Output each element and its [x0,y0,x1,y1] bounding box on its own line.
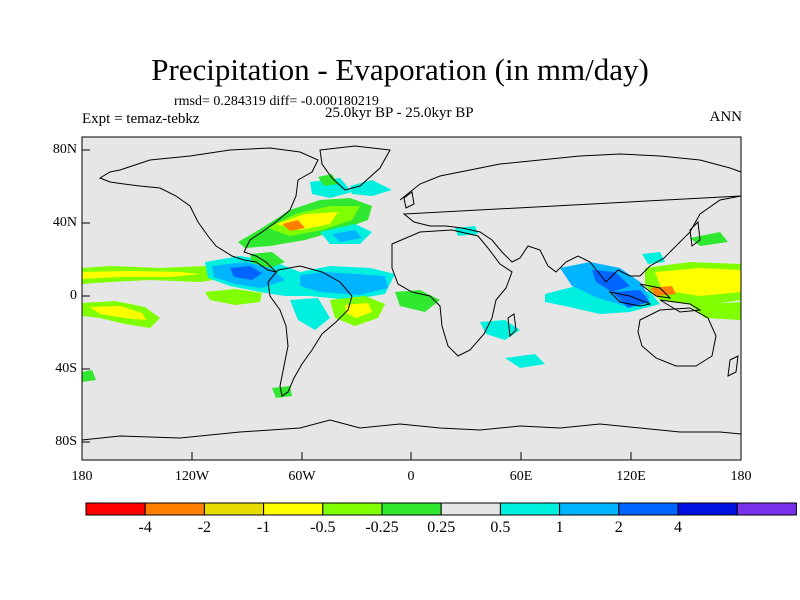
anomaly-atlantic-south-yellow [345,303,372,318]
anomaly-fields [82,174,741,398]
colorbar-swatch [440,502,501,516]
coast-africa [391,229,513,357]
plot-title: Precipitation - Evaporation (in mm/day) [151,52,649,87]
colorbar-label: -0.5 [310,519,336,536]
anomaly-north-pacific-green [690,232,728,246]
anomaly-india-deep [592,270,630,292]
anomaly-mediterranean-cyan [455,226,478,236]
colorbar-swatch [144,502,205,516]
anomaly-subpolar-cyan [350,180,392,196]
coast-new-zealand [727,355,739,377]
anomaly-eastern-pacific-deep [230,266,262,280]
colorbar-swatch [263,502,324,516]
lon-label-60w: 60W [288,469,316,484]
lon-label-180e: 180 [730,469,752,484]
lon-label-120e: 120E [616,469,646,484]
anomaly-pacific-south-yellow [90,306,146,320]
anomaly-gulfstream-orange [282,220,305,231]
colorbar-label: 0.5 [490,519,511,536]
coast-uk [403,191,415,209]
lat-label-80s: 80S [55,434,77,449]
colorbar-swatch [322,502,383,516]
anomaly-pacific-north-yellow [82,271,200,279]
coast-antarctica [81,419,742,441]
anomaly-westpacific-yellow [655,268,741,296]
colorbar-swatch [381,502,442,516]
coast-eurasia [399,153,742,283]
coast-north-america [98,147,319,273]
colorbar-swatch [736,502,797,516]
anomaly-southern-green [82,370,96,382]
colorbar-label: -2 [197,519,212,536]
colorbar-label: 2 [614,519,623,536]
coast-greenland [319,145,391,191]
lat-label-40s: 40S [55,361,77,376]
colorbar-label: -1 [256,519,271,536]
lat-label-40n: 40N [52,215,77,230]
anomaly-southindian-cyan [505,354,545,368]
colorbar-swatch [559,502,620,516]
coast-australia [637,307,717,367]
lat-label-0: 0 [70,288,77,303]
colorbar-swatch [85,502,146,516]
colorbar-label: -4 [138,519,152,536]
anomaly-northatlantic-cyan [310,178,352,198]
lat-label-80n: 80N [52,142,77,157]
experiment-label: Expt = temaz-tebkz [82,111,200,127]
colorbar [85,502,797,516]
lon-label-180w: 180 [71,469,93,484]
anomaly-brazil-cyan [290,298,330,330]
coast-madagascar [507,313,517,338]
colorbar-label: 4 [674,519,682,536]
colorbar-label: 1 [555,519,564,536]
colorbar-swatch [499,502,561,516]
coastlines [81,145,742,441]
axis-ticks [82,149,632,460]
anomaly-canada-green [318,174,338,186]
lon-label-0: 0 [407,469,415,484]
colorbar-label: 0.25 [427,519,456,536]
anomaly-atlantic-lightblue [300,272,388,295]
anomaly-southamerica-tip-green [272,386,292,398]
lon-label-60e: 60E [509,469,533,484]
colorbar-label: -0.25 [365,519,399,536]
season-label: ANN [709,109,743,125]
anomaly-atlantic-mid-blue [332,230,362,242]
colorbar-swatch [618,502,679,516]
period-label: 25.0kyr BP - 25.0kyr BP [325,105,474,121]
coast-japan [689,220,701,247]
anomaly-pacific-east-green [205,289,262,305]
stats-text: rmsd= 0.284319 diff= -0.000180219 [174,94,379,109]
coast-indonesia [608,283,702,313]
coast-south-america [267,265,353,397]
lon-label-120w: 120W [174,469,210,484]
colorbar-swatch [203,502,265,516]
colorbar-swatch [677,502,738,516]
